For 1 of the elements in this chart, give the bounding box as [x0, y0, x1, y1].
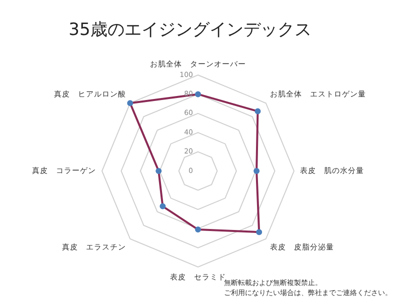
- chart-title: 35歳のエイジングインデックス: [68, 19, 312, 41]
